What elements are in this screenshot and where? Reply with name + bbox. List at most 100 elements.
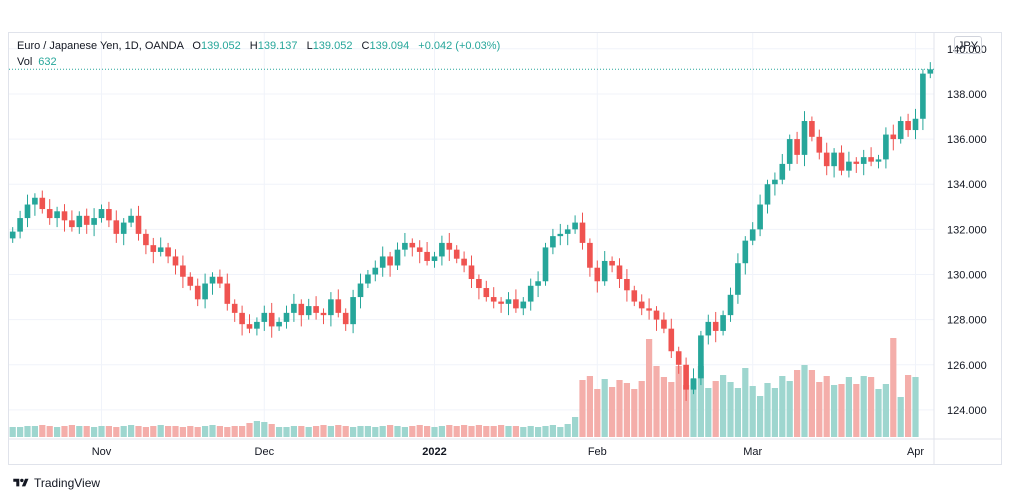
- candle-body: [461, 258, 467, 266]
- candle-body: [661, 319, 667, 329]
- time-tick-label: Dec: [255, 446, 275, 458]
- candle-body: [32, 197, 38, 205]
- candle-body: [313, 306, 319, 313]
- legend-header: Euro / Japanese Yen, 1D, OANDA O139.052 …: [17, 38, 500, 54]
- volume-bar: [801, 365, 808, 437]
- candle-body: [424, 251, 430, 261]
- volume-bar: [675, 366, 682, 437]
- volume-bar: [401, 427, 409, 437]
- open-label: O: [192, 40, 201, 52]
- candle-body: [853, 161, 860, 164]
- volume-bar: [623, 383, 631, 437]
- candle-body: [106, 209, 112, 221]
- price-tick-label: 126.000: [947, 360, 987, 372]
- volume-bar: [549, 425, 557, 437]
- volume-bar: [786, 381, 793, 437]
- volume-bar: [105, 426, 113, 437]
- candle-body: [646, 308, 652, 311]
- low-value: 139.052: [312, 40, 353, 52]
- volume-bar: [379, 426, 386, 437]
- volume-bar: [135, 426, 142, 437]
- volume-bar: [9, 427, 16, 437]
- candle-body: [113, 220, 120, 234]
- volume-bar: [712, 381, 719, 437]
- candle-body: [254, 321, 260, 329]
- volume-bar: [164, 426, 172, 437]
- volume-bar: [705, 388, 712, 437]
- volume-bar: [823, 376, 830, 437]
- volume-bar: [579, 380, 586, 437]
- volume-label: Vol: [17, 56, 33, 68]
- candle-body: [720, 315, 726, 331]
- footer-branding[interactable]: TradingView: [12, 474, 100, 492]
- volume-bar: [890, 338, 897, 437]
- candle-body: [439, 242, 445, 257]
- volume-bar: [409, 426, 416, 437]
- currency-button[interactable]: JPY: [954, 36, 982, 54]
- candle-body: [120, 222, 127, 234]
- candle-body: [157, 247, 164, 252]
- candle-body: [239, 312, 245, 325]
- volume-bar: [564, 424, 571, 437]
- volume-bar: [246, 423, 253, 437]
- candle-body: [860, 157, 867, 164]
- candle-body: [890, 134, 897, 140]
- candle-body: [527, 285, 534, 302]
- volume-bar: [431, 427, 438, 437]
- volume-bar: [298, 426, 305, 437]
- volume-bar: [616, 380, 623, 437]
- candle-body: [224, 283, 231, 304]
- volume-bar: [201, 426, 209, 437]
- candle-body: [298, 303, 305, 316]
- close-label: C: [361, 40, 370, 52]
- volume-bar: [571, 417, 579, 437]
- volume-bar: [224, 427, 231, 437]
- price-tick-label: 132.000: [947, 224, 987, 236]
- volume-bar: [845, 377, 853, 437]
- candle-body: [831, 152, 837, 167]
- volume-bar: [335, 425, 342, 437]
- volume-bar: [24, 426, 31, 437]
- candle-body: [846, 161, 852, 171]
- candle-body: [276, 321, 282, 327]
- volume-bar: [527, 426, 534, 437]
- candle-body: [387, 256, 393, 266]
- candle-body: [209, 276, 216, 284]
- volume-bar: [127, 425, 135, 437]
- candle-body: [668, 328, 675, 352]
- time-tick-label: Mar: [743, 446, 762, 458]
- volume-bar: [423, 426, 431, 437]
- candle-body: [609, 260, 615, 266]
- candle-body: [416, 247, 423, 252]
- candle-body: [920, 73, 926, 119]
- volume-bar: [631, 389, 638, 437]
- candle-body: [165, 247, 171, 257]
- symbol-title[interactable]: Euro / Japanese Yen, 1D, OANDA: [17, 40, 184, 52]
- candle-body: [786, 139, 793, 164]
- candle-body: [601, 260, 608, 282]
- candle-body: [505, 299, 512, 304]
- candle-body: [579, 222, 586, 243]
- volume-bar: [394, 426, 401, 437]
- low-label: L: [306, 40, 313, 52]
- volume-bar: [187, 426, 194, 437]
- high-value: 139.137: [257, 40, 298, 52]
- candle-body: [9, 231, 16, 239]
- volume-bar: [68, 425, 76, 437]
- volume-bar: [468, 426, 475, 437]
- volume-bar: [446, 425, 453, 437]
- volume-bar: [172, 426, 179, 437]
- volume-bar: [453, 426, 460, 437]
- candle-body: [764, 184, 771, 205]
- candle-body: [83, 215, 90, 225]
- tradingview-logo-icon: [13, 478, 29, 487]
- candle-body: [69, 220, 75, 228]
- candle-body: [320, 312, 327, 316]
- candle-body: [638, 301, 645, 309]
- volume-bar: [268, 424, 275, 437]
- candle-body: [335, 299, 342, 313]
- volume-bar: [120, 426, 127, 437]
- candle-body: [394, 249, 401, 266]
- candle-body: [631, 290, 638, 302]
